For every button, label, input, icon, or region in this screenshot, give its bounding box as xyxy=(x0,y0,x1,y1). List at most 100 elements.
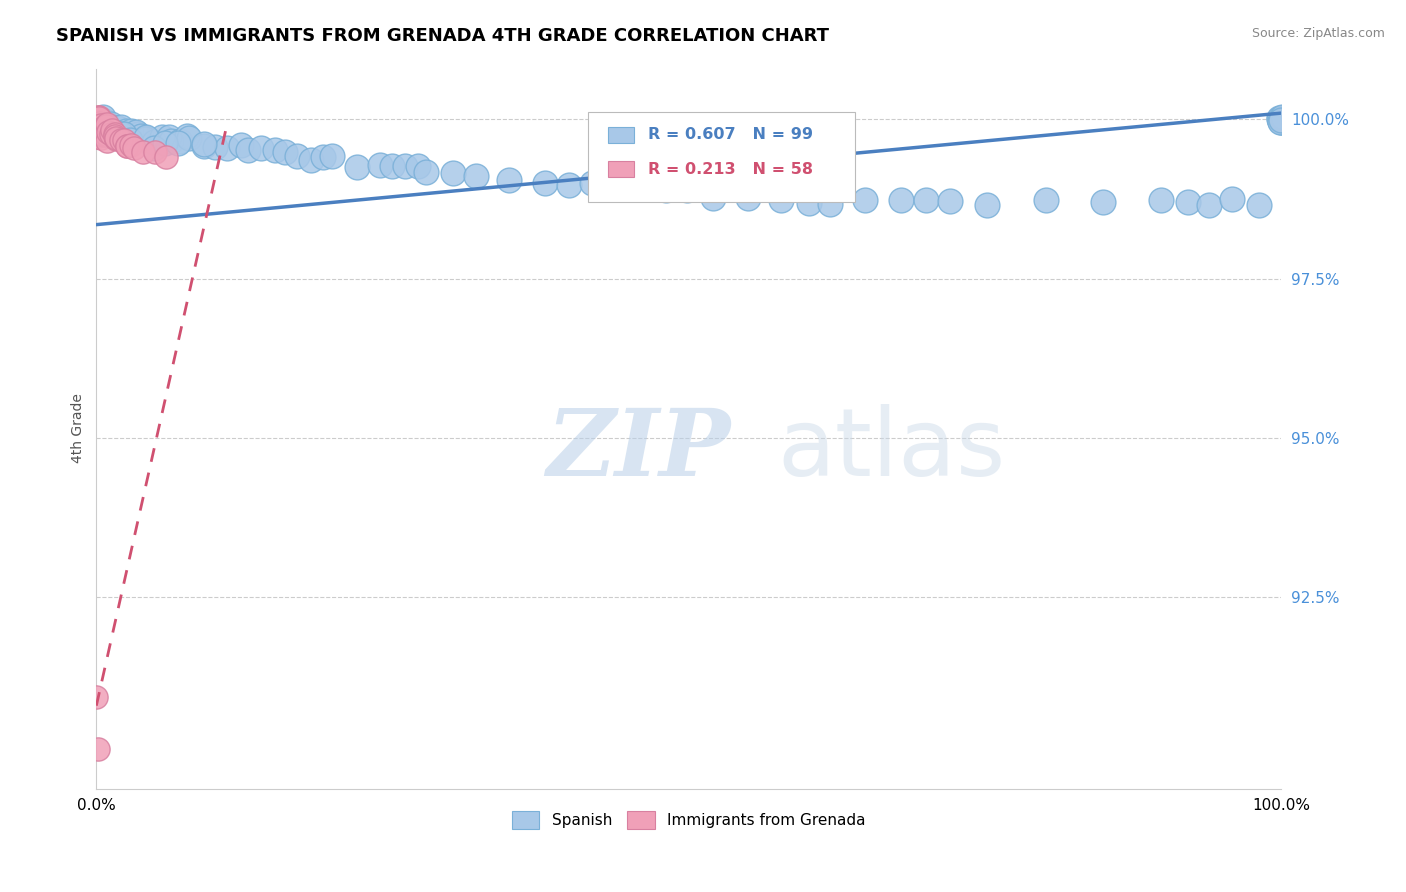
Text: R = 0.607   N = 99: R = 0.607 N = 99 xyxy=(648,128,814,142)
Point xyxy=(110,120,132,135)
Text: R = 0.213   N = 58: R = 0.213 N = 58 xyxy=(648,161,814,177)
Point xyxy=(84,116,107,130)
Point xyxy=(394,159,416,173)
Point xyxy=(86,122,108,136)
Point xyxy=(1177,194,1199,209)
Point xyxy=(134,132,156,146)
Point xyxy=(93,114,115,128)
Point xyxy=(86,127,108,141)
Point xyxy=(1270,113,1292,128)
Point xyxy=(120,137,142,152)
Point xyxy=(132,145,155,159)
Point xyxy=(94,120,117,135)
Point xyxy=(100,117,122,131)
Point xyxy=(93,114,115,128)
Point xyxy=(96,134,118,148)
Point xyxy=(676,183,699,197)
Point xyxy=(1270,114,1292,128)
Point xyxy=(115,139,138,153)
Point xyxy=(93,120,115,135)
Point xyxy=(104,128,127,142)
Point xyxy=(312,150,335,164)
Point xyxy=(90,120,112,135)
Point xyxy=(1272,112,1295,126)
Point xyxy=(321,149,343,163)
Point xyxy=(96,117,118,131)
Text: SPANISH VS IMMIGRANTS FROM GRENADA 4TH GRADE CORRELATION CHART: SPANISH VS IMMIGRANTS FROM GRENADA 4TH G… xyxy=(56,27,830,45)
Point xyxy=(558,178,581,193)
Point xyxy=(105,131,128,145)
Point xyxy=(94,120,117,134)
Point xyxy=(105,120,128,135)
Point xyxy=(1222,192,1244,206)
Point xyxy=(229,137,252,152)
Text: ZIP: ZIP xyxy=(547,405,731,495)
Point xyxy=(285,149,308,163)
Y-axis label: 4th Grade: 4th Grade xyxy=(72,393,86,464)
Point xyxy=(90,118,112,132)
Point xyxy=(87,116,110,130)
Point xyxy=(160,134,183,148)
Point xyxy=(87,111,110,125)
Point xyxy=(381,159,404,173)
Point xyxy=(84,120,107,135)
Point xyxy=(1198,198,1220,212)
Point xyxy=(87,119,110,133)
Point xyxy=(1268,114,1291,128)
Point xyxy=(112,127,135,141)
Point xyxy=(89,119,111,133)
Point xyxy=(91,125,114,139)
Point xyxy=(702,191,724,205)
Point xyxy=(104,129,127,144)
Text: atlas: atlas xyxy=(778,404,1005,496)
Point xyxy=(143,140,166,154)
Point xyxy=(87,120,110,135)
Point xyxy=(169,134,191,148)
Point xyxy=(104,132,127,146)
Point xyxy=(96,128,118,142)
Point xyxy=(84,128,107,143)
Point xyxy=(179,131,201,145)
Point xyxy=(91,125,114,139)
Bar xyxy=(609,127,634,143)
Point xyxy=(91,116,114,130)
Point xyxy=(107,121,129,136)
Point xyxy=(274,145,297,160)
Point xyxy=(118,133,141,147)
Point xyxy=(97,122,120,136)
Point xyxy=(939,194,962,208)
Point xyxy=(89,110,111,124)
Point xyxy=(150,129,173,144)
Point xyxy=(90,121,112,136)
Point xyxy=(143,145,166,160)
Point xyxy=(125,124,148,138)
Point xyxy=(86,123,108,137)
Point xyxy=(155,150,177,164)
Point xyxy=(533,176,555,190)
Point xyxy=(167,136,190,150)
Point xyxy=(1035,193,1057,207)
Point xyxy=(655,183,678,197)
Point xyxy=(87,111,110,125)
Point xyxy=(96,118,118,132)
Point xyxy=(1092,194,1115,209)
Point xyxy=(135,129,157,144)
Point xyxy=(90,131,112,145)
Point xyxy=(87,115,110,129)
Point xyxy=(236,143,259,157)
Point xyxy=(89,116,111,130)
Point xyxy=(441,166,464,180)
Point xyxy=(976,198,998,212)
Point xyxy=(142,135,165,149)
Point xyxy=(91,127,114,141)
Point xyxy=(1268,113,1291,128)
Point xyxy=(155,136,177,150)
Point xyxy=(129,128,152,143)
Point xyxy=(91,128,114,143)
Point xyxy=(84,130,107,145)
FancyBboxPatch shape xyxy=(588,112,855,202)
Point xyxy=(87,118,110,132)
Point xyxy=(464,169,486,183)
Point xyxy=(84,111,107,125)
Point xyxy=(176,129,198,144)
